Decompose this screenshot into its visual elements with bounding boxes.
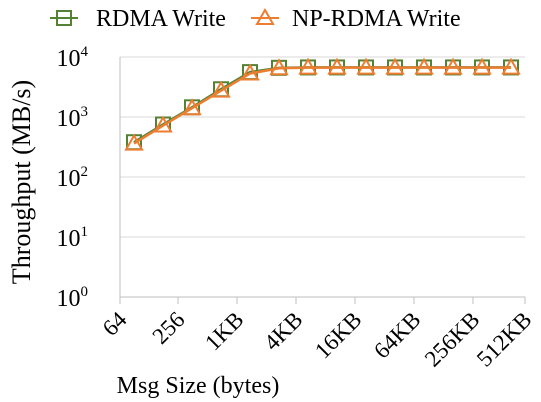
- data-point-triangle: [124, 133, 144, 151]
- series-np-rdma-write: [124, 57, 521, 151]
- series-line: [133, 66, 511, 145]
- legend-label: RDMA Write: [96, 6, 226, 32]
- legend-item: NP-RDMA Write: [251, 6, 461, 32]
- x-tick-label: 16KB: [310, 307, 367, 364]
- x-tick-label: 256: [147, 307, 189, 349]
- legend: RDMA Write NP-RDMA Write: [50, 6, 461, 32]
- data-point-triangle: [385, 57, 405, 75]
- series-line: [133, 66, 511, 144]
- x-tick-label: 1KB: [200, 307, 248, 355]
- x-tick-label: 512KB: [472, 307, 537, 372]
- data-point-triangle: [501, 57, 521, 75]
- y-tick-label: 101: [57, 224, 89, 252]
- data-point-triangle: [327, 57, 347, 75]
- y-tick-label: 102: [57, 164, 89, 192]
- legend-marker-square: [56, 10, 72, 26]
- data-point-triangle: [356, 57, 376, 75]
- x-tick-label: 256KB: [420, 307, 485, 372]
- axes: [119, 57, 526, 304]
- data-point-triangle: [182, 98, 202, 116]
- legend-item: RDMA Write: [50, 6, 226, 32]
- y-axis-title: Throughput (MB/s): [7, 80, 36, 284]
- gridlines: [120, 56, 525, 238]
- data-point-triangle: [269, 58, 289, 76]
- data-point-triangle: [211, 80, 231, 98]
- y-tick-label: 103: [57, 104, 89, 132]
- y-tick-labels: 100 101 102 103 104: [57, 44, 89, 312]
- data-point-triangle: [472, 57, 492, 75]
- data-point-triangle: [153, 115, 173, 133]
- data-point-triangle: [443, 57, 463, 75]
- data-point-triangle: [414, 57, 434, 75]
- legend-label: NP-RDMA Write: [292, 6, 461, 32]
- x-tick-label: 4KB: [259, 307, 307, 355]
- data-point-triangle: [240, 63, 260, 81]
- y-tick-label: 100: [57, 284, 89, 312]
- x-tick-label: 64: [98, 307, 132, 341]
- x-tick-label: 64KB: [369, 307, 426, 364]
- data-point-triangle: [298, 57, 318, 75]
- series-layer: [124, 57, 521, 151]
- legend-marker-triangle: [255, 7, 275, 25]
- x-axis-title: Msg Size (bytes): [117, 373, 280, 399]
- y-tick-label: 104: [57, 44, 89, 72]
